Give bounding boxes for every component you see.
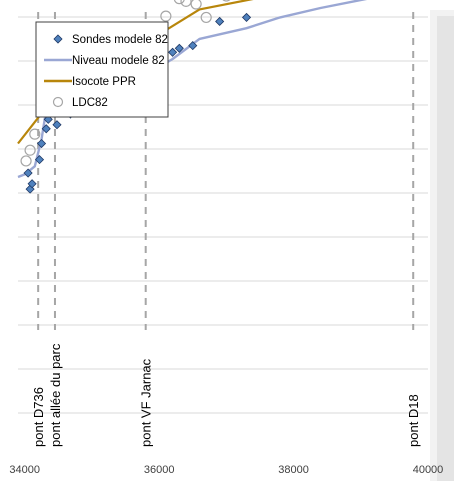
marker-label-pont-vf-jarnac: pont VF Jarnac [139, 358, 154, 447]
point-sondes-modele-82-22 [174, 43, 184, 53]
point-sondes-modele-82-3 [27, 179, 37, 189]
point-ldc82-1 [20, 155, 32, 167]
point-sondes-modele-82-4 [34, 155, 45, 165]
legend-label-ldc82: LDC82 [72, 97, 108, 109]
point-ldc82-2 [24, 144, 36, 156]
point-ldc82-21 [190, 0, 202, 10]
point-ldc82-3 [29, 128, 41, 140]
point-ldc82-18 [160, 10, 172, 22]
x-tick-label-40000: 40000 [413, 464, 444, 476]
point-ldc82-20 [180, 0, 192, 7]
legend-symbol-sondes-modele-82 [53, 34, 63, 44]
shadow-layer [430, 10, 454, 481]
marker-label-pont-d18: pont D18 [406, 394, 421, 447]
point-sondes-modele-82-11 [52, 120, 62, 130]
legend-label-niveau-modele-82: Niveau modele 82 [72, 55, 165, 67]
point-sondes-modele-82-7 [41, 124, 51, 134]
x-tick-label-38000: 38000 [278, 464, 309, 476]
x-axis-layer: 34000 36000 38000 40000 [9, 464, 443, 476]
legend-label-sondes-modele-82: Sondes modele 82 [72, 34, 168, 46]
legend-symbol-ldc82 [52, 96, 64, 108]
chart-shadow-inner [437, 16, 454, 481]
x-tick-label-36000: 36000 [144, 464, 175, 476]
point-sondes-modele-82-21 [168, 47, 178, 57]
legend-label-isocote-ppr: Isocote PPR [72, 76, 136, 88]
vertical-markers-layer: pont D736 pont allée du parc pont VF Jarna… [31, 12, 421, 447]
legend-layer: Sondes modele 82 Niveau modele 82 Isocote … [35, 21, 169, 118]
point-ldc82-19 [173, 0, 185, 5]
point-ldc82-23 [222, 0, 231, 2]
point-sondes-modele-82-1 [23, 168, 33, 178]
x-tick-label-34000: 34000 [9, 464, 40, 476]
marker-label-pont-d736: pont D736 [31, 387, 46, 447]
point-sondes-modele-82-23 [188, 41, 198, 51]
point-sondes-modele-82-25 [241, 12, 252, 23]
point-sondes-modele-82-24 [215, 16, 225, 27]
point-sondes-modele-82-5 [36, 138, 47, 149]
marker-label-pont-allee-du-parc: pont allée du parc [48, 343, 63, 447]
point-ldc82-22 [200, 11, 212, 24]
